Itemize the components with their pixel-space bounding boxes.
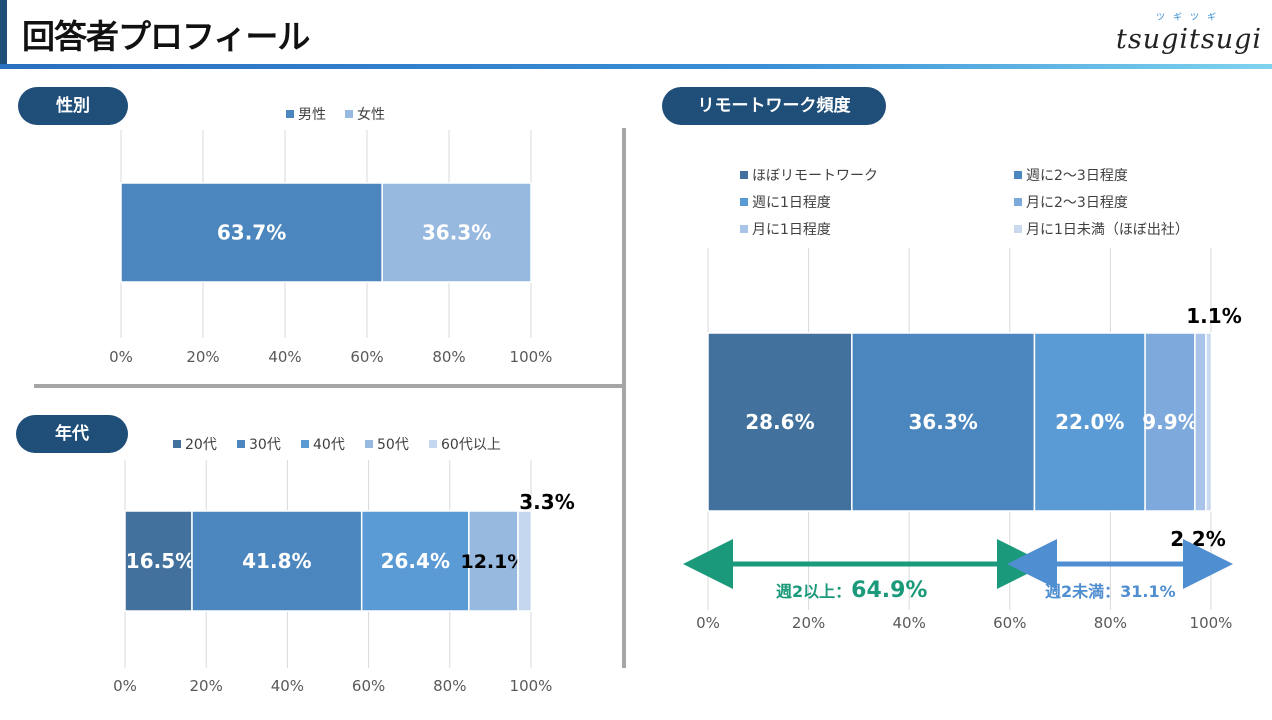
- age-legend-swatch: [173, 440, 181, 448]
- age-data-label: 3.3%: [519, 490, 574, 514]
- remote-bar-segment: [1144, 332, 1196, 512]
- remote-data-label: 9.9%: [1142, 410, 1197, 434]
- age-bar-segment: [360, 510, 470, 612]
- header-underline: [0, 64, 1272, 69]
- horizontal-divider: [34, 384, 622, 388]
- gender-data-label: 36.3%: [422, 221, 491, 245]
- age-data-label: 26.4%: [381, 549, 450, 573]
- remote-legend-label: 月に1日程度: [752, 222, 831, 238]
- age-tick-label: 0%: [113, 677, 137, 695]
- gender-chart: 0% 20% 40% 60% 80% 100% 男性 女性 63.7% 36.3%: [109, 106, 552, 366]
- brand-logo: ツギツギ tsugitsugi: [1112, 10, 1262, 62]
- remote-legend-label: 月に2～3日程度: [1026, 195, 1128, 211]
- remote-data-label: 28.6%: [745, 410, 814, 434]
- age-legend-label: 40代: [313, 437, 345, 453]
- remote-data-label: 1.1%: [1186, 304, 1241, 328]
- age-bar-segment: [468, 510, 519, 612]
- remote-bar-segment: [1205, 332, 1213, 512]
- gender-legend-swatch: [345, 110, 353, 118]
- gender-bar-segment: [381, 182, 532, 283]
- logo-kana: ツギツギ: [1156, 13, 1225, 23]
- remote-under-weekly2-label: 週2未満：31.1%: [1045, 582, 1176, 601]
- remote-tick-label: 80%: [1094, 614, 1127, 632]
- age-tick-label: 40%: [271, 677, 304, 695]
- remote-legend-swatch: [740, 225, 748, 233]
- age-data-label: 41.8%: [242, 549, 311, 573]
- remote-data-label: 22.0%: [1055, 410, 1124, 434]
- remote-legend-swatch: [740, 198, 748, 206]
- age-tick-label: 60%: [352, 677, 385, 695]
- remote-tick-label: 100%: [1190, 614, 1233, 632]
- page-title: 回答者プロフィール: [22, 17, 310, 56]
- vertical-divider: [622, 128, 626, 668]
- age-tick-label: 20%: [190, 677, 223, 695]
- age-legend-label: 50代: [377, 437, 409, 453]
- age-tick-label: 80%: [433, 677, 466, 695]
- remote-legend-label: ほぼリモートワーク: [752, 168, 878, 184]
- remote-bar-segment: [851, 332, 1036, 512]
- remote-data-label: 2.2%: [1170, 527, 1225, 551]
- section-pill-age: 年代: [16, 415, 128, 453]
- gender-data-label: 63.7%: [217, 221, 286, 245]
- remote-bar-segment: [1033, 332, 1146, 512]
- remote-tick-label: 0%: [696, 614, 720, 632]
- gender-tick-label: 20%: [186, 348, 219, 366]
- gender-tick-label: 40%: [268, 348, 301, 366]
- remote-legend-swatch: [1014, 225, 1022, 233]
- logo-text: tsugitsugi: [1116, 24, 1263, 55]
- age-legend-label: 20代: [185, 437, 217, 453]
- header-accent-bar: [0, 0, 7, 66]
- remote-bar-segment: [707, 332, 853, 512]
- age-legend-swatch: [301, 440, 309, 448]
- section-pill-gender: 性別: [18, 87, 128, 125]
- gender-legend-label: 男性: [298, 107, 326, 123]
- gender-bar-segment: [120, 182, 383, 283]
- remote-tick-label: 40%: [893, 614, 926, 632]
- remote-data-label: 36.3%: [908, 410, 977, 434]
- gender-tick-label: 60%: [350, 348, 383, 366]
- age-legend-label: 60代以上: [441, 437, 501, 453]
- remote-tick-label: 60%: [993, 614, 1026, 632]
- remote-chart: 0% 20% 40% 60% 80% 100% ほぼリモートワーク 週に2～3日程度週に1日程…: [696, 168, 1242, 632]
- age-chart: 0% 20% 40% 60% 80% 100% 20代 30代 40代 50代 60代以上 16.5%…: [113, 437, 575, 695]
- remote-bar-segment: [1194, 332, 1207, 512]
- remote-legend-swatch: [1014, 198, 1022, 206]
- age-bar-segment: [517, 510, 533, 612]
- remote-legend-label: 月に1日未満（ほぼ出社）: [1026, 222, 1189, 238]
- gender-legend-label: 女性: [357, 106, 385, 123]
- age-legend-label: 30代: [249, 437, 281, 453]
- section-pill-remote: リモートワーク頻度: [662, 87, 886, 125]
- gender-legend-swatch: [286, 110, 294, 118]
- remote-weekly2plus-label: 週2以上：64.9%: [776, 578, 927, 603]
- gender-tick-label: 80%: [432, 348, 465, 366]
- age-tick-label: 100%: [510, 677, 553, 695]
- age-bar-segment: [124, 510, 193, 612]
- age-legend-swatch: [365, 440, 373, 448]
- gender-tick-label: 0%: [109, 348, 133, 366]
- age-legend-swatch: [429, 440, 437, 448]
- remote-legend-label: 週に2～3日程度: [1026, 168, 1128, 184]
- remote-legend-label: 週に1日程度: [752, 195, 831, 211]
- gender-tick-label: 100%: [510, 348, 553, 366]
- age-data-label: 16.5%: [126, 549, 195, 573]
- remote-tick-label: 20%: [792, 614, 825, 632]
- remote-legend-swatch: [740, 171, 748, 179]
- remote-legend-swatch: [1014, 171, 1022, 179]
- age-data-label: 12.1%: [460, 551, 526, 573]
- age-bar-segment: [191, 510, 363, 612]
- age-legend-swatch: [237, 440, 245, 448]
